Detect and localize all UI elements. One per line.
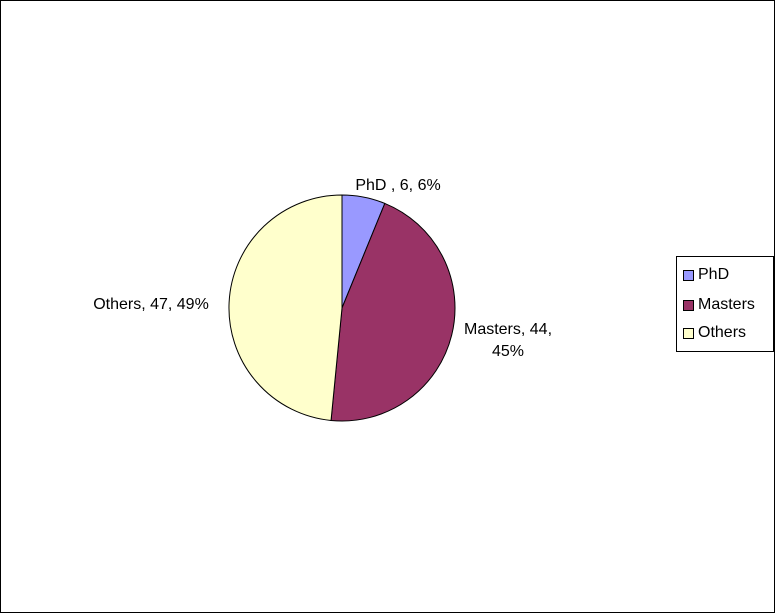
legend-swatch-masters — [683, 299, 694, 311]
data-label-masters: Masters, 44, 45% — [464, 321, 552, 360]
legend-swatch-phd — [683, 269, 694, 281]
legend-item-phd: PhD — [683, 265, 729, 285]
pie-slice-others — [228, 194, 343, 422]
legend: PhD Masters Others — [676, 256, 774, 352]
pie-slice-masters — [330, 202, 456, 422]
legend-label-phd: PhD — [698, 266, 730, 283]
data-label-phd: PhD , 6, 6% — [355, 177, 440, 194]
legend-label-others: Others — [698, 324, 747, 341]
legend-item-masters: Masters — [683, 295, 755, 315]
data-label-others: Others, 47, 49% — [93, 296, 209, 313]
legend-item-others: Others — [683, 323, 746, 343]
legend-label-masters: Masters — [698, 296, 755, 313]
legend-swatch-others — [683, 327, 694, 339]
